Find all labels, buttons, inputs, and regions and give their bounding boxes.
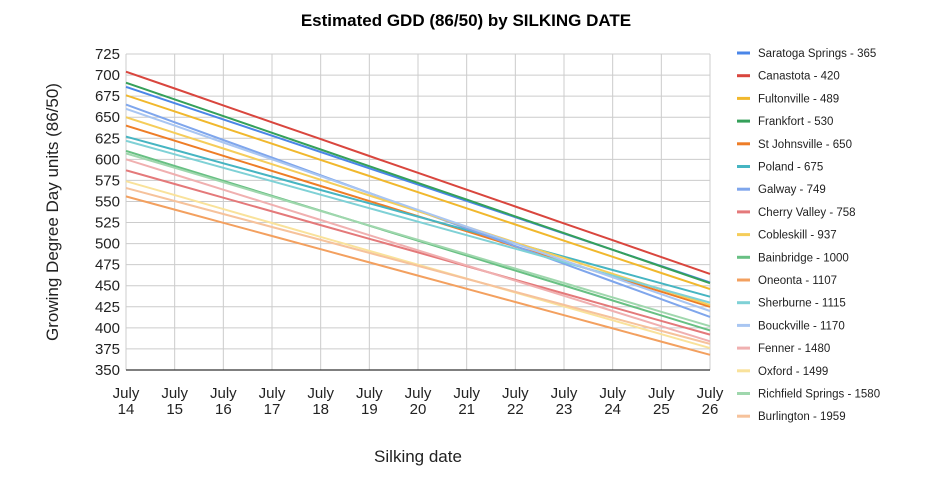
x-axis-ticks: July 14 July 15 July 16 July 17 July 18 July 19 July… (113, 385, 724, 418)
series-line (125, 135, 711, 298)
legend-swatch (737, 301, 750, 305)
x-tick-label: July 18 (307, 385, 334, 418)
legend-label: Saratoga Springs - 365 (758, 48, 876, 60)
y-tick-label: 625 (95, 130, 120, 147)
series-line (125, 139, 711, 304)
series-line (125, 158, 711, 343)
x-axis-title: Silking date (374, 447, 462, 466)
x-tick-label: July 22 (502, 385, 529, 418)
x-tick-label: July 14 (113, 385, 140, 418)
chart-title: Estimated GDD (86/50) by SILKING DATE (301, 11, 631, 30)
legend-swatch (737, 369, 750, 373)
x-tick-label: July 16 (210, 385, 237, 418)
legend-swatch (737, 210, 750, 214)
y-tick-label: 700 (95, 67, 120, 84)
legend-swatch (737, 51, 750, 55)
x-tick-label: July 15 (161, 385, 188, 418)
y-tick-label: 550 (95, 193, 120, 210)
legend-swatch (737, 74, 750, 78)
legend-swatch (737, 187, 750, 191)
x-tick-label: July 25 (648, 385, 675, 418)
legend-swatch (737, 414, 750, 418)
series-line (125, 70, 711, 275)
legend-label: Frankfort - 530 (758, 116, 833, 128)
series-line (125, 152, 711, 328)
y-tick-label: 650 (95, 109, 120, 126)
x-tick-label: July 21 (453, 385, 480, 418)
legend-label: Oneonta - 1107 (758, 275, 837, 287)
y-tick-label: 725 (95, 46, 120, 63)
series-line (125, 116, 711, 307)
series-line (125, 94, 711, 291)
legend-label: Poland - 675 (758, 162, 823, 174)
y-tick-label: 500 (95, 236, 120, 253)
legend-swatch (737, 392, 750, 395)
y-tick-label: 450 (95, 278, 120, 295)
y-tick-label: 350 (95, 362, 120, 379)
series-line (125, 187, 711, 345)
x-tick-label: July 23 (551, 385, 578, 418)
x-tick-label: July 20 (405, 385, 432, 418)
legend: Saratoga Springs - 365 Canastota - 420 Ful… (737, 48, 880, 423)
y-tick-label: 525 (95, 215, 120, 232)
y-tick-label: 400 (95, 320, 120, 337)
legend-label: Galway - 749 (758, 184, 826, 196)
legend-swatch (737, 233, 750, 237)
y-tick-label: 425 (95, 299, 120, 316)
x-tick-label: July 26 (697, 385, 724, 418)
legend-label: Bainbridge - 1000 (758, 252, 849, 264)
y-axis-title: Growing Degree Day units (86/50) (43, 83, 62, 341)
y-tick-label: 600 (95, 151, 120, 168)
legend-label: Bouckville - 1170 (758, 320, 845, 332)
legend-label: Fenner - 1480 (758, 343, 830, 355)
legend-label: Richfield Springs - 1580 (758, 389, 880, 401)
y-tick-label: 475 (95, 257, 120, 274)
y-axis-ticks: 350 375 400 425 450 475 500 525 550 575 600 625 650 6… (95, 46, 120, 379)
series-line (125, 107, 711, 312)
legend-label: Cobleskill - 937 (758, 230, 837, 242)
legend-label: Cherry Valley - 758 (758, 207, 856, 219)
series-line (125, 81, 711, 285)
legend-label: Burlington - 1959 (758, 411, 846, 423)
legend-label: Canastota - 420 (758, 71, 840, 83)
legend-label: St Johnsville - 650 (758, 139, 852, 151)
legend-swatch (737, 142, 750, 146)
x-tick-label: July 17 (259, 385, 286, 418)
legend-swatch (737, 96, 750, 100)
legend-swatch (737, 165, 750, 168)
x-tick-label: July 19 (356, 385, 383, 418)
y-tick-label: 375 (95, 341, 120, 358)
legend-label: Fultonville - 489 (758, 93, 839, 105)
series-lines (125, 70, 711, 356)
y-tick-label: 575 (95, 172, 120, 189)
series-line (125, 169, 711, 336)
legend-swatch (737, 278, 750, 282)
series-line (125, 195, 711, 356)
x-tick-label: July 24 (599, 385, 626, 418)
series-line (125, 180, 711, 350)
y-tick-label: 675 (95, 88, 120, 105)
legend-label: Sherburne - 1115 (758, 298, 846, 310)
legend-swatch (737, 323, 750, 327)
legend-swatch (737, 255, 750, 259)
legend-label: Oxford - 1499 (758, 366, 828, 378)
legend-swatch (737, 119, 750, 123)
legend-swatch (737, 346, 750, 350)
